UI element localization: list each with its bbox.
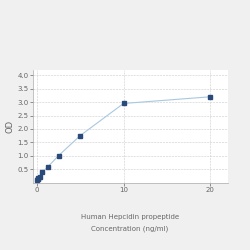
Y-axis label: OD: OD <box>5 120 14 133</box>
Text: Human Hepcidin propeptide: Human Hepcidin propeptide <box>81 214 179 220</box>
Text: Concentration (ng/ml): Concentration (ng/ml) <box>92 225 168 232</box>
